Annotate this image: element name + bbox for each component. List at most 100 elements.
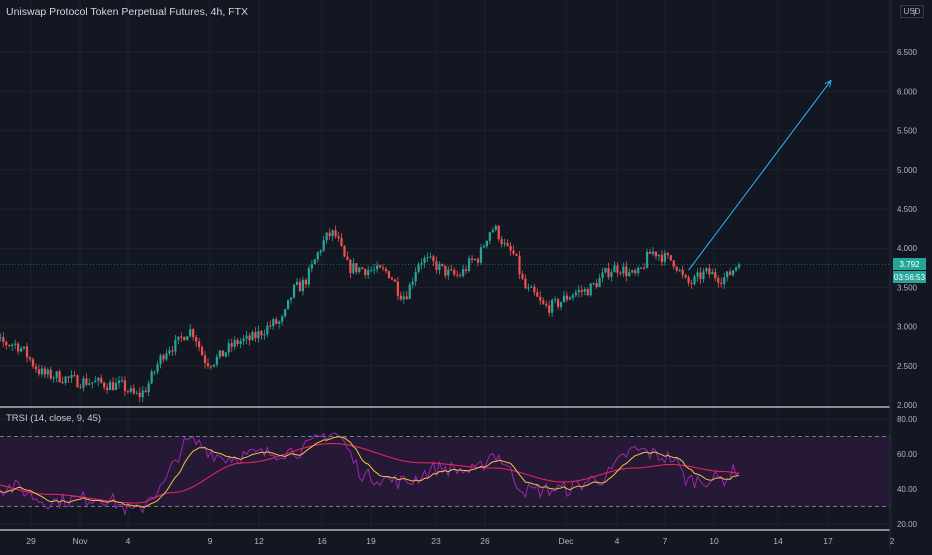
candle[interactable]: [20, 346, 23, 353]
candle[interactable]: [150, 369, 153, 385]
candle[interactable]: [257, 325, 260, 343]
candle[interactable]: [352, 257, 355, 275]
candle[interactable]: [334, 225, 337, 239]
candle[interactable]: [301, 276, 305, 296]
candle[interactable]: [203, 350, 207, 369]
candle[interactable]: [307, 265, 310, 288]
candle[interactable]: [209, 365, 213, 370]
candle[interactable]: [631, 269, 634, 275]
candle[interactable]: [331, 229, 334, 242]
candle[interactable]: [251, 330, 254, 341]
candle[interactable]: [325, 232, 328, 245]
candle[interactable]: [195, 334, 198, 348]
candle[interactable]: [441, 263, 444, 267]
candle[interactable]: [657, 254, 661, 261]
candle[interactable]: [49, 366, 52, 381]
candle[interactable]: [527, 283, 530, 292]
candle[interactable]: [473, 258, 477, 261]
candle[interactable]: [186, 336, 189, 341]
candle[interactable]: [8, 344, 11, 348]
candle[interactable]: [390, 276, 394, 281]
candle[interactable]: [408, 282, 411, 300]
candle[interactable]: [604, 267, 607, 274]
candle[interactable]: [132, 384, 135, 396]
candle[interactable]: [22, 346, 26, 351]
candle[interactable]: [109, 379, 112, 391]
candle[interactable]: [533, 283, 536, 296]
candle[interactable]: [289, 297, 293, 304]
candle[interactable]: [726, 271, 729, 282]
candle[interactable]: [723, 272, 726, 289]
candle[interactable]: [100, 374, 103, 385]
candle[interactable]: [696, 268, 699, 282]
candle[interactable]: [177, 336, 180, 345]
candle[interactable]: [616, 262, 619, 277]
candle[interactable]: [681, 265, 684, 279]
candle[interactable]: [482, 244, 485, 249]
candle[interactable]: [467, 255, 471, 273]
candle[interactable]: [693, 274, 696, 286]
candle[interactable]: [61, 376, 64, 385]
candle[interactable]: [640, 267, 643, 269]
candle[interactable]: [111, 377, 115, 391]
candle[interactable]: [500, 235, 503, 248]
candle[interactable]: [266, 321, 269, 338]
candle[interactable]: [610, 269, 613, 282]
candle[interactable]: [491, 227, 494, 233]
candle[interactable]: [316, 251, 319, 263]
candle[interactable]: [435, 256, 438, 274]
candle[interactable]: [556, 297, 560, 310]
candle[interactable]: [322, 235, 325, 252]
candle[interactable]: [648, 248, 652, 255]
candle[interactable]: [106, 383, 109, 394]
candle[interactable]: [666, 251, 669, 259]
candle[interactable]: [702, 268, 705, 283]
candle[interactable]: [91, 382, 94, 389]
candle[interactable]: [28, 356, 32, 362]
candle[interactable]: [2, 332, 5, 348]
candle[interactable]: [450, 264, 453, 272]
candle[interactable]: [215, 353, 218, 368]
candle[interactable]: [284, 308, 287, 318]
candle[interactable]: [82, 375, 85, 392]
candle[interactable]: [583, 286, 586, 296]
candle[interactable]: [562, 291, 566, 303]
candle[interactable]: [37, 364, 40, 377]
candle[interactable]: [420, 258, 423, 270]
candle[interactable]: [462, 264, 465, 278]
candle[interactable]: [358, 266, 361, 274]
candle[interactable]: [515, 253, 518, 257]
candle[interactable]: [577, 285, 580, 298]
candle[interactable]: [147, 380, 150, 397]
candle[interactable]: [254, 327, 257, 343]
candle[interactable]: [165, 349, 168, 361]
candle[interactable]: [411, 277, 414, 289]
candle[interactable]: [399, 291, 402, 302]
candle[interactable]: [465, 265, 468, 274]
candle[interactable]: [645, 248, 649, 269]
candle[interactable]: [637, 265, 640, 277]
candle[interactable]: [349, 258, 352, 279]
candles-layer[interactable]: [0, 224, 890, 403]
candle[interactable]: [708, 264, 711, 279]
candle[interactable]: [180, 332, 183, 343]
candle[interactable]: [545, 300, 548, 308]
candle[interactable]: [88, 378, 91, 386]
candle[interactable]: [138, 387, 141, 403]
candle[interactable]: [634, 267, 637, 276]
candle[interactable]: [355, 263, 358, 275]
candle[interactable]: [310, 260, 313, 273]
candle[interactable]: [236, 337, 239, 347]
candle[interactable]: [384, 266, 388, 274]
candle[interactable]: [340, 233, 343, 247]
candle[interactable]: [651, 247, 655, 257]
candle[interactable]: [361, 266, 364, 270]
candle[interactable]: [559, 301, 563, 310]
candle[interactable]: [720, 277, 723, 288]
candle[interactable]: [684, 273, 687, 279]
candle[interactable]: [444, 265, 447, 279]
candle[interactable]: [221, 350, 224, 357]
candle[interactable]: [117, 375, 121, 389]
candle[interactable]: [438, 261, 441, 275]
